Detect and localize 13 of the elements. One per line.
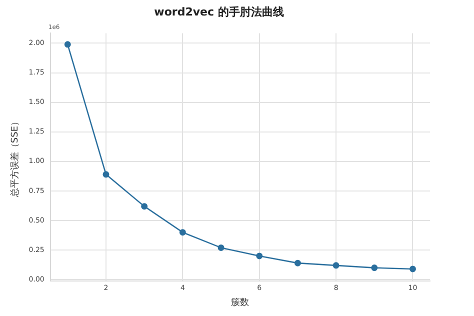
point	[102, 171, 110, 178]
x-axis-title: 簇数	[231, 296, 250, 308]
chart-title: word2vec 的手肘法曲线	[154, 5, 284, 18]
y-axis-title: 总平方误差（SSE）	[10, 116, 21, 198]
point	[64, 41, 71, 48]
point	[179, 229, 186, 236]
point	[141, 203, 148, 210]
point	[218, 244, 224, 251]
point	[332, 262, 340, 269]
point	[409, 266, 416, 272]
point	[294, 260, 301, 266]
point	[256, 252, 263, 260]
point	[371, 264, 378, 272]
